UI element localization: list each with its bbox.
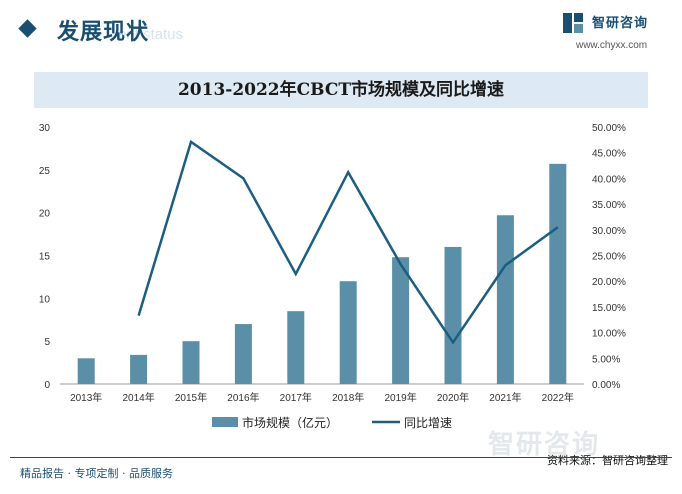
x-tick-label: 2016年 [227, 391, 259, 404]
y-right-tick-label: 50.00% [592, 123, 626, 134]
y-left-tick-label: 0 [44, 380, 50, 391]
x-tick-label: 2019年 [384, 391, 416, 404]
bar [444, 246, 462, 384]
header: ent status 发展现状 智研咨询 www.chyxx.com [0, 0, 682, 60]
x-tick-label: 2017年 [280, 391, 312, 404]
legend-line-label: 同比增速 [404, 416, 452, 430]
y-right-tick-label: 45.00% [592, 149, 626, 160]
y-right-tick-label: 5.00% [592, 354, 620, 365]
legend-bar-swatch [212, 417, 238, 427]
brand-name: 智研咨询 [591, 16, 648, 31]
bar [130, 354, 148, 384]
footer-slogan: 精品报告 · 专项定制 · 品质服务 [20, 467, 173, 480]
y-right-tick-label: 35.00% [592, 200, 626, 211]
y-left-tick-label: 15 [39, 252, 51, 263]
growth-line [137, 139, 559, 345]
bar [77, 358, 95, 384]
chart-title: 2013-2022年CBCT市场规模及同比增速 [177, 80, 505, 100]
y-right-tick-label: 25.00% [592, 252, 626, 263]
y-left-tick-label: 10 [39, 294, 51, 305]
x-tick-label: 2021年 [489, 391, 521, 404]
bar [182, 341, 200, 384]
y-right-tick-label: 30.00% [592, 226, 626, 237]
y-right-tick-label: 40.00% [592, 174, 626, 185]
y-left-tick-label: 30 [39, 123, 51, 134]
watermark: 智研咨询 [488, 430, 601, 460]
bar [496, 215, 514, 384]
brand-url: www.chyxx.com [575, 40, 648, 51]
bar [234, 324, 252, 384]
x-tick-label: 2014年 [122, 391, 154, 404]
brand: 智研咨询 www.chyxx.com [562, 12, 648, 51]
bar [339, 281, 357, 384]
section-title: 发展现状 [57, 20, 150, 45]
source-note: 资料来源：智研咨询整理 [547, 454, 668, 467]
y-left-tick-label: 5 [44, 337, 50, 348]
y-left-tick-label: 20 [39, 209, 51, 220]
chart-title-bar: 2013-2022年CBCT市场规模及同比增速 [34, 72, 648, 108]
y-right-tick-label: 20.00% [592, 277, 626, 288]
x-tick-label: 2015年 [175, 391, 207, 404]
y-right-tick-label: 15.00% [592, 303, 626, 314]
x-tick-label: 2020年 [437, 391, 469, 404]
bar [549, 163, 567, 384]
y-left-tick-label: 25 [39, 166, 51, 177]
bar [287, 311, 305, 384]
y-right-tick-label: 0.00% [592, 380, 620, 391]
section-subtitle: ent status [118, 26, 184, 43]
legend-bar-label: 市场规模（亿元） [242, 415, 338, 430]
bar [392, 257, 410, 384]
x-tick-label: 2022年 [542, 391, 574, 404]
y-right-tick-label: 10.00% [592, 329, 626, 340]
footer-divider [10, 457, 672, 458]
x-tick-label: 2018年 [332, 391, 364, 404]
x-tick-label: 2013年 [70, 391, 102, 404]
brand-logo-icon [562, 13, 583, 33]
